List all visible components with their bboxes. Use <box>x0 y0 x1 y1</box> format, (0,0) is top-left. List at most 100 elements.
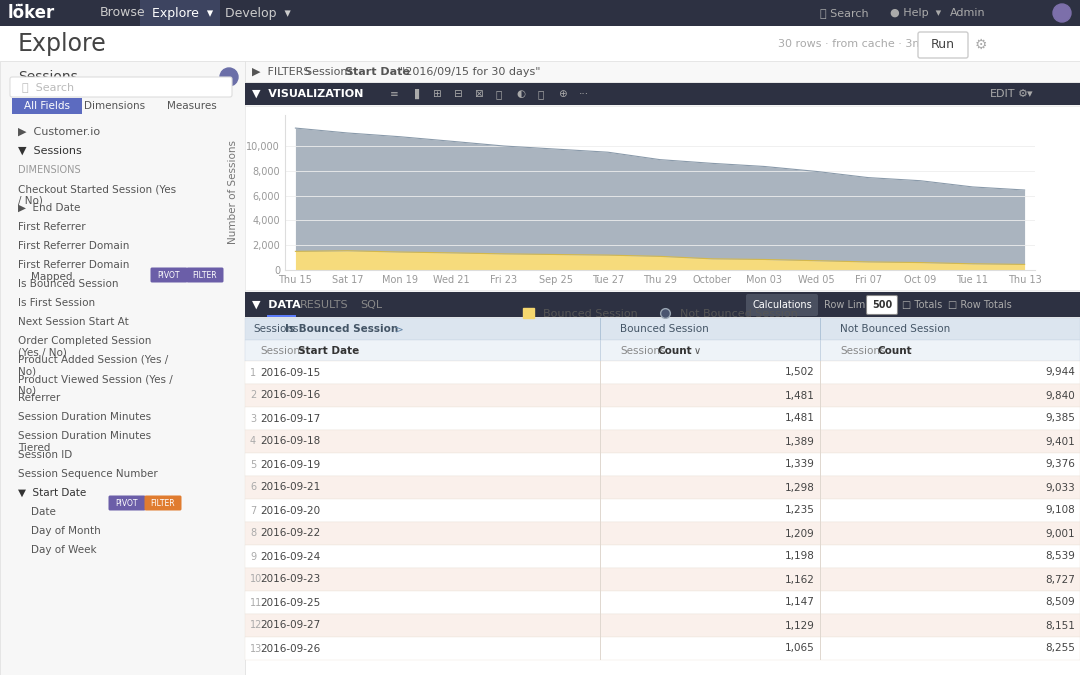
Legend: Bounced Session, Not Bounced Session: Bounced Session, Not Bounced Session <box>518 304 801 323</box>
Text: Dimensions: Dimensions <box>84 101 146 111</box>
Bar <box>245 318 1080 340</box>
Bar <box>245 106 1080 290</box>
Text: 2016-09-27: 2016-09-27 <box>260 620 321 630</box>
Text: 1,235: 1,235 <box>785 506 815 516</box>
Text: Is Bounced Session: Is Bounced Session <box>18 279 119 289</box>
Bar <box>245 407 1080 430</box>
Bar <box>245 83 1080 105</box>
Text: 10: 10 <box>249 574 262 585</box>
Text: Order Completed Session
(Yes / No): Order Completed Session (Yes / No) <box>18 336 151 358</box>
Text: ▼  Start Date: ▼ Start Date <box>18 488 86 498</box>
FancyBboxPatch shape <box>918 32 968 58</box>
Text: Calculations: Calculations <box>752 300 812 310</box>
Bar <box>245 545 1080 568</box>
Text: Explore  ▾: Explore ▾ <box>152 7 213 20</box>
Text: ∨: ∨ <box>694 346 701 356</box>
Text: 1,502: 1,502 <box>785 367 815 377</box>
Text: ⚙▾: ⚙▾ <box>1018 89 1034 99</box>
Text: 2016-09-22: 2016-09-22 <box>260 529 321 539</box>
Text: FILTER: FILTER <box>192 271 217 279</box>
Bar <box>245 292 1080 317</box>
Text: 1,298: 1,298 <box>785 483 815 493</box>
Text: 2016-09-23: 2016-09-23 <box>260 574 321 585</box>
Text: Start Date: Start Date <box>345 67 410 77</box>
Text: Checkout Started Session (Yes
/ No): Checkout Started Session (Yes / No) <box>18 184 176 206</box>
Text: Product Viewed Session (Yes /
No): Product Viewed Session (Yes / No) <box>18 374 173 396</box>
Bar <box>245 61 1080 82</box>
Text: 9,944: 9,944 <box>1045 367 1075 377</box>
Text: 8,509: 8,509 <box>1045 597 1075 608</box>
Text: 8,727: 8,727 <box>1045 574 1075 585</box>
Text: ▼  DATA: ▼ DATA <box>252 300 300 310</box>
Text: 3: 3 <box>249 414 256 423</box>
Text: 9,033: 9,033 <box>1045 483 1075 493</box>
Text: ···: ··· <box>579 89 589 99</box>
Text: ▐: ▐ <box>411 89 419 99</box>
Text: 1,339: 1,339 <box>785 460 815 470</box>
Text: ⧉: ⧉ <box>537 89 543 99</box>
Text: First Referrer: First Referrer <box>18 222 85 232</box>
Text: First Referrer Domain
    Mapped: First Referrer Domain Mapped <box>18 260 130 281</box>
Text: ▼  VISUALIZATION: ▼ VISUALIZATION <box>252 89 363 99</box>
Text: 1: 1 <box>249 367 256 377</box>
Text: 2016-09-18: 2016-09-18 <box>260 437 321 446</box>
Text: Day of Week: Day of Week <box>18 545 96 555</box>
Circle shape <box>1053 4 1071 22</box>
Bar <box>0 26 1080 61</box>
Text: 8,151: 8,151 <box>1045 620 1075 630</box>
Text: Is Bounced Session: Is Bounced Session <box>285 324 399 334</box>
FancyBboxPatch shape <box>10 77 232 97</box>
Text: Develop  ▾: Develop ▾ <box>225 7 291 20</box>
Text: Sessions: Sessions <box>305 67 356 77</box>
Text: Sessions: Sessions <box>840 346 886 356</box>
Text: ● Help  ▾: ● Help ▾ <box>890 8 942 18</box>
Text: 500: 500 <box>872 300 892 310</box>
Text: 9,001: 9,001 <box>1045 529 1075 539</box>
Bar <box>245 637 1080 660</box>
Bar <box>245 361 1080 384</box>
Text: 2016-09-15: 2016-09-15 <box>260 367 321 377</box>
Text: Count: Count <box>658 346 692 356</box>
Text: ▼  Sessions: ▼ Sessions <box>18 146 82 156</box>
Text: 2016-09-26: 2016-09-26 <box>260 643 321 653</box>
FancyBboxPatch shape <box>150 267 188 283</box>
Text: ⚙: ⚙ <box>975 38 987 52</box>
Text: Run: Run <box>931 38 955 51</box>
Text: 30 rows · from cache · 3m ago: 30 rows · from cache · 3m ago <box>778 39 947 49</box>
Bar <box>245 340 1080 361</box>
Bar <box>0 61 245 675</box>
Text: Browse: Browse <box>100 7 146 20</box>
Text: ▶  Customer.io: ▶ Customer.io <box>18 127 100 137</box>
Y-axis label: Number of Sessions: Number of Sessions <box>228 140 238 244</box>
Text: Product Added Session (Yes /
No): Product Added Session (Yes / No) <box>18 355 168 377</box>
Text: 2016-09-24: 2016-09-24 <box>260 551 321 562</box>
Text: Start Date: Start Date <box>298 346 360 356</box>
Circle shape <box>220 68 238 86</box>
Text: 8,539: 8,539 <box>1045 551 1075 562</box>
Text: Admin: Admin <box>950 8 986 18</box>
Bar <box>245 430 1080 453</box>
Text: Sessions: Sessions <box>260 346 306 356</box>
Text: Explore: Explore <box>18 32 107 56</box>
Text: Sessions: Sessions <box>620 346 665 356</box>
Text: 9,401: 9,401 <box>1045 437 1075 446</box>
Text: Count: Count <box>878 346 913 356</box>
Text: 2016-09-19: 2016-09-19 <box>260 460 321 470</box>
Text: DIMENSIONS: DIMENSIONS <box>18 165 81 175</box>
Text: 1,481: 1,481 <box>785 414 815 423</box>
Text: EDIT: EDIT <box>990 89 1015 99</box>
Text: RESULTS: RESULTS <box>300 300 349 310</box>
FancyBboxPatch shape <box>145 495 181 510</box>
Text: 2016-09-16: 2016-09-16 <box>260 391 321 400</box>
Text: ⊞: ⊞ <box>432 89 441 99</box>
Text: 1,389: 1,389 <box>785 437 815 446</box>
Bar <box>245 61 1080 675</box>
Text: Session Duration Minutes
Tiered: Session Duration Minutes Tiered <box>18 431 151 453</box>
Text: Date: Date <box>18 507 56 517</box>
Text: 2016-09-25: 2016-09-25 <box>260 597 321 608</box>
Text: 1,065: 1,065 <box>785 643 815 653</box>
Text: 2016-09-21: 2016-09-21 <box>260 483 321 493</box>
Text: 1,481: 1,481 <box>785 391 815 400</box>
Text: 📷: 📷 <box>495 89 501 99</box>
Text: Measures: Measures <box>167 101 217 111</box>
